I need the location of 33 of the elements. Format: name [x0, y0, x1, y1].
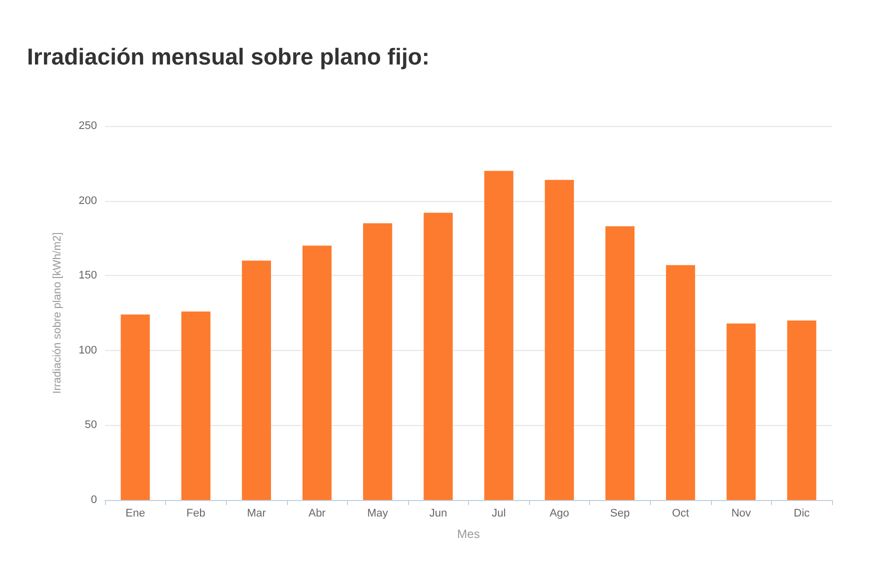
x-tick-label: May	[367, 508, 389, 520]
bar	[726, 323, 756, 500]
bar	[242, 260, 271, 500]
bar	[666, 265, 696, 500]
y-tick-label: 100	[78, 344, 97, 356]
bar	[302, 246, 332, 500]
y-axis-title: Irradiación sobre plano [kWh/m2]	[52, 232, 64, 394]
x-tick-label: Abr	[308, 508, 326, 520]
x-tick-label: Mar	[246, 508, 266, 520]
bar	[544, 180, 574, 500]
x-tick-label: Jun	[429, 508, 448, 520]
bar	[484, 170, 514, 500]
bar	[120, 314, 150, 500]
y-tick-label: 0	[90, 494, 97, 506]
bar	[424, 212, 453, 500]
y-tick-label: 50	[84, 419, 97, 432]
y-tick-label: 150	[78, 270, 97, 282]
y-tick-label: 200	[78, 194, 97, 207]
x-tick-label: Feb	[186, 508, 206, 520]
x-tick-label: Dic	[794, 508, 810, 520]
chart-title: Irradiación mensual sobre plano fijo:	[27, 44, 430, 70]
x-axis-title: Mes	[457, 527, 480, 541]
bar	[181, 312, 210, 500]
x-tick-label: Sep	[610, 508, 630, 520]
x-tick-label: Nov	[731, 508, 752, 520]
x-tick-label: Oct	[672, 508, 690, 520]
bar	[605, 226, 634, 500]
y-tick-label: 250	[78, 120, 97, 132]
x-tick-label: Ene	[126, 508, 146, 520]
bar	[787, 320, 816, 500]
x-tick-label: Ago	[550, 508, 570, 520]
x-tick-label: Jul	[492, 508, 506, 520]
bar	[363, 223, 392, 500]
